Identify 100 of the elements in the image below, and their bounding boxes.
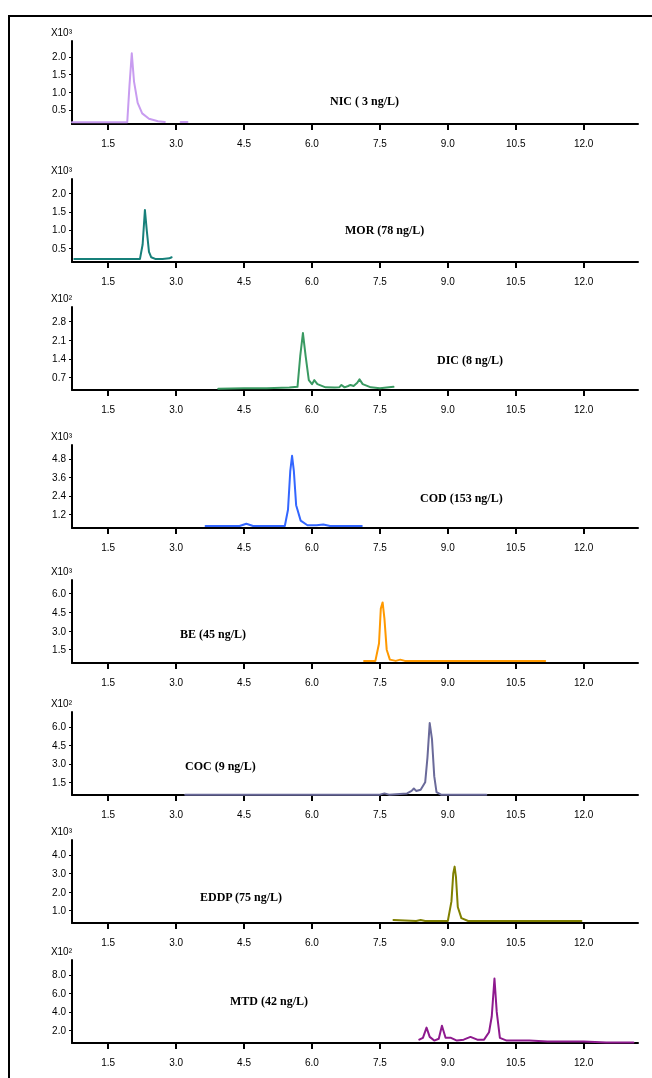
y-tick-label: 3.6 (52, 471, 67, 483)
annotation: DIC (8 ng/L) (437, 353, 504, 367)
x-tick-label: 6.0 (305, 541, 320, 553)
x-tick-label: 1.5 (101, 541, 116, 553)
x-tick-label: 4.5 (237, 936, 252, 948)
y-tick-label: 2.0 (52, 188, 67, 200)
y-tick-label: 6.0 (52, 721, 67, 733)
x-tick-label: 9.0 (440, 275, 456, 287)
y-tick-label: 0.5 (52, 104, 67, 116)
y-tick-label: 1.2 (52, 508, 67, 520)
y-tick-label: 6.0 (52, 588, 67, 600)
annotation: MTD (42 ng/L) (230, 994, 308, 1008)
x-tick-label: 12.0 (573, 275, 594, 287)
y-tick-label: 1.0 (52, 86, 67, 98)
line-series (392, 865, 583, 922)
x-tick-label: 9.0 (440, 541, 456, 553)
x-tick-label: 7.5 (372, 808, 388, 820)
x-tick-label: 10.5 (506, 808, 526, 820)
y-tick-label: 4.5 (52, 606, 67, 618)
x-tick-label: 9.0 (440, 403, 456, 415)
x-tick-label: 3.0 (169, 137, 184, 149)
y-tick-label: 1.0 (52, 905, 67, 917)
x-tick-label: 6.0 (305, 936, 320, 948)
x-tick-label: 1.5 (101, 403, 116, 415)
y-tick-label: 2.0 (52, 886, 67, 898)
x-tick-label: 3.0 (169, 936, 184, 948)
x-tick-label: 9.0 (440, 1056, 456, 1068)
y-tick-label: 2.1 (52, 334, 67, 346)
x-tick-label: 3.0 (169, 541, 184, 553)
x-tick-label: 12.0 (573, 403, 594, 415)
y-tick-label: 1.4 (52, 353, 67, 365)
line-series (217, 332, 395, 390)
x-tick-label: 7.5 (372, 541, 388, 553)
y-axis-title: X10³ (50, 430, 73, 442)
y-tick-label: 6.0 (52, 987, 67, 999)
x-tick-label: 4.5 (237, 1056, 252, 1068)
x-tick-label: 10.5 (506, 275, 526, 287)
line-series (204, 454, 363, 527)
y-tick-label: 1.5 (52, 776, 67, 788)
x-tick-label: 7.5 (372, 403, 388, 415)
x-tick-label: 10.5 (506, 1056, 526, 1068)
y-tick-label: 4.0 (52, 1006, 67, 1018)
x-tick-label: 1.5 (101, 137, 116, 149)
x-tick-label: 6.0 (305, 137, 320, 149)
x-tick-label: 7.5 (372, 275, 388, 287)
y-tick-label: 0.5 (52, 242, 67, 254)
y-tick-label: 2.4 (52, 490, 67, 502)
y-tick-label: 4.0 (52, 849, 67, 861)
x-tick-label: 1.5 (101, 275, 116, 287)
x-tick-label: 4.5 (237, 808, 252, 820)
y-tick-label: 3.0 (52, 868, 67, 879)
line-series (418, 977, 635, 1044)
y-axis-title: X10³ (50, 26, 73, 38)
x-tick-label: 6.0 (305, 403, 320, 415)
x-tick-label: 7.5 (372, 676, 388, 688)
x-tick-label: 12.0 (573, 541, 594, 553)
y-tick-label: 8.0 (52, 969, 67, 981)
x-tick-label: 9.0 (440, 137, 456, 149)
y-tick-label: 4.5 (52, 739, 67, 751)
y-tick-label: 3.0 (52, 758, 67, 770)
annotation: BE (45 ng/L) (180, 627, 247, 641)
x-tick-label: 12.0 (573, 676, 594, 688)
x-tick-label: 6.0 (305, 1056, 320, 1068)
line-series (363, 601, 547, 662)
x-tick-label: 10.5 (506, 137, 526, 149)
x-tick-label: 12.0 (573, 137, 594, 149)
y-axis-title: X10² (50, 945, 73, 957)
annotation: NIC ( 3 ng/L) (330, 94, 400, 108)
x-tick-label: 10.5 (506, 936, 526, 948)
x-tick-label: 12.0 (573, 808, 594, 820)
x-tick-label: 10.5 (506, 403, 526, 415)
x-tick-label: 4.5 (237, 275, 252, 287)
y-tick-label: 1.0 (52, 224, 67, 236)
x-tick-label: 1.5 (101, 808, 116, 820)
annotation: COD (153 ng/L) (420, 491, 503, 505)
x-tick-label: 3.0 (169, 676, 184, 688)
x-tick-label: 7.5 (372, 137, 388, 149)
y-axis-title: X10³ (50, 825, 73, 837)
y-tick-label: 1.5 (52, 69, 67, 81)
y-tick-label: 0.7 (52, 372, 67, 383)
y-axis-title: X10² (50, 697, 73, 709)
y-axis-title: X10³ (50, 164, 73, 176)
x-tick-label: 6.0 (305, 808, 320, 820)
y-tick-label: 2.0 (52, 51, 67, 63)
x-tick-label: 4.5 (237, 403, 252, 415)
x-tick-label: 3.0 (169, 808, 184, 820)
x-tick-label: 9.0 (440, 808, 456, 820)
line-series (73, 208, 173, 261)
x-tick-label: 3.0 (169, 403, 184, 415)
x-tick-label: 1.5 (101, 676, 116, 688)
x-tick-label: 3.0 (169, 275, 184, 287)
x-tick-label: 1.5 (101, 936, 116, 948)
y-axis-title: X10² (50, 292, 73, 304)
y-tick-label: 1.5 (52, 206, 67, 218)
x-tick-label: 6.0 (305, 275, 320, 287)
y-axis-title: X10³ (50, 565, 73, 577)
line-series (184, 722, 488, 796)
y-tick-label: 1.5 (52, 644, 67, 656)
x-tick-label: 9.0 (440, 936, 456, 948)
y-tick-label: 4.8 (52, 453, 67, 465)
